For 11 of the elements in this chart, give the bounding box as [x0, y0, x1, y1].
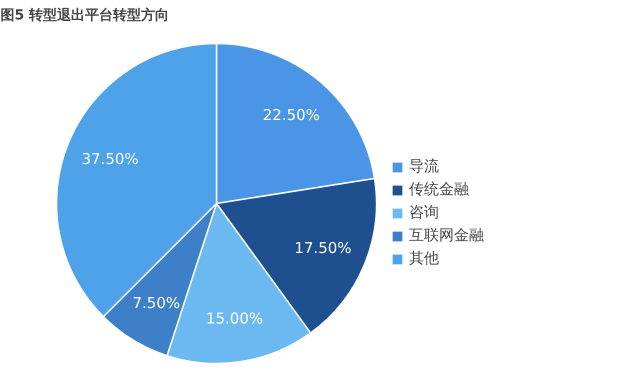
legend-label: 咨询 — [409, 203, 439, 222]
data-label: 15.00% — [206, 310, 264, 328]
data-label: 37.50% — [81, 150, 139, 168]
data-label: 7.50% — [132, 294, 180, 312]
chart-title: 图5 转型退出平台转型方向 — [0, 6, 170, 24]
legend-label: 导流 — [409, 157, 439, 176]
data-label: 17.50% — [294, 239, 352, 258]
legend-label: 互联网金融 — [409, 226, 484, 245]
legend-label: 传统金融 — [409, 180, 469, 199]
data-label: 22.50% — [262, 106, 320, 124]
legend-label: 其他 — [409, 249, 439, 268]
